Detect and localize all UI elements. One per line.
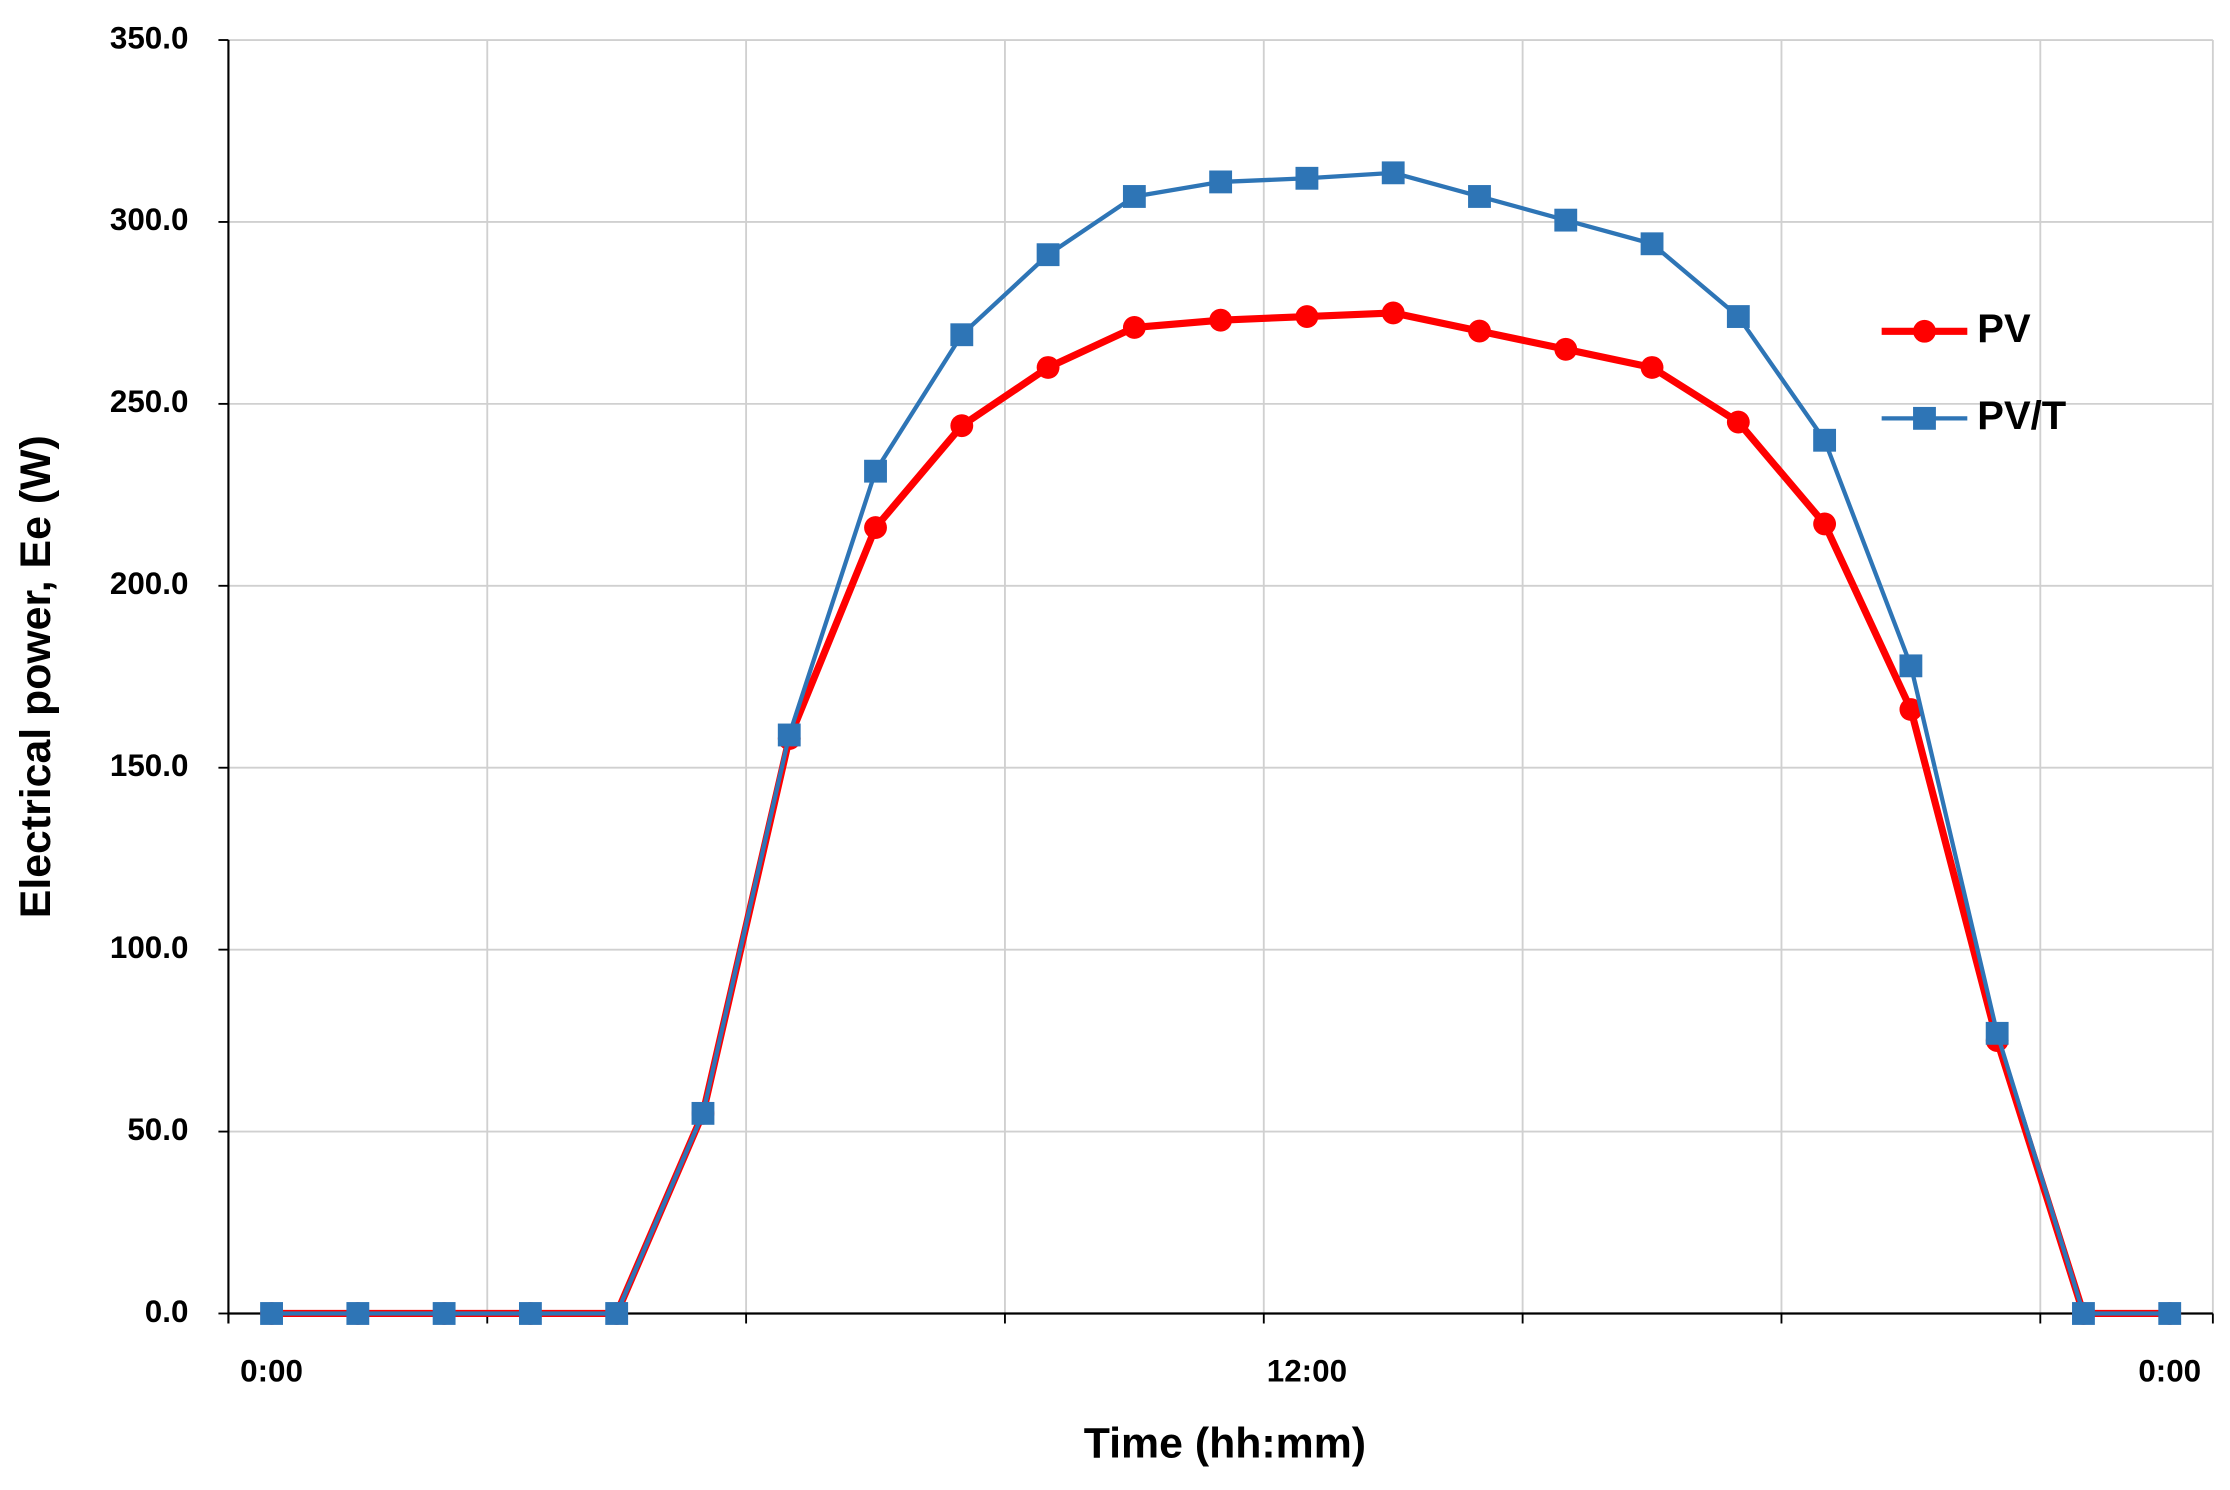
point [1913,406,1936,430]
series-line [271,309,2170,1318]
point [777,723,801,747]
point [1554,337,1578,361]
point [2158,1302,2182,1325]
point [1295,305,1319,328]
point [1122,316,1146,339]
point [1899,698,1923,721]
point [346,1302,370,1325]
point [2072,1302,2095,1325]
point [864,516,887,540]
y-tick-label: 350.0 [110,20,189,55]
point [260,1302,283,1325]
point [1985,1021,2009,1045]
point [691,1101,715,1125]
y-axis-title: Electrical power, Ee (W) [12,435,60,918]
point [1295,166,1319,190]
point [1726,410,1750,434]
y-tick-label: 0.0 [145,1294,189,1329]
point [1381,161,1405,185]
point [1209,170,1233,194]
point [1813,512,1837,536]
point [1899,654,1923,678]
point [605,1302,629,1325]
x-tick-label: 12:00 [1267,1354,1347,1389]
point [1640,356,1664,379]
point [1381,301,1405,325]
point [1554,208,1578,232]
point [1640,232,1664,256]
y-tick-label: 250.0 [110,384,189,419]
x-tick-label: 0:00 [240,1354,303,1389]
point [1036,356,1060,379]
point [1913,319,1936,343]
y-tick-label: 100.0 [110,930,189,965]
point [1122,185,1146,208]
series-line [271,170,2170,1316]
point [1468,185,1491,208]
x-axis-title: Time (hh:mm) [1084,1420,1366,1468]
point [1813,428,1837,452]
point [1036,243,1060,267]
point [950,414,974,438]
legend-label: PV [1977,307,2031,351]
point [864,459,887,483]
point [1209,308,1233,332]
point [432,1302,456,1325]
x-tick-label: 0:00 [2138,1354,2201,1389]
point [950,323,974,347]
y-tick-label: 200.0 [110,566,189,601]
y-tick-label: 50.0 [127,1112,188,1147]
point [1468,319,1491,343]
y-tick-label: 300.0 [110,202,189,237]
point [1726,305,1750,328]
legend-label: PV/T [1977,394,2066,438]
y-tick-label: 150.0 [110,748,189,783]
point [518,1302,542,1325]
